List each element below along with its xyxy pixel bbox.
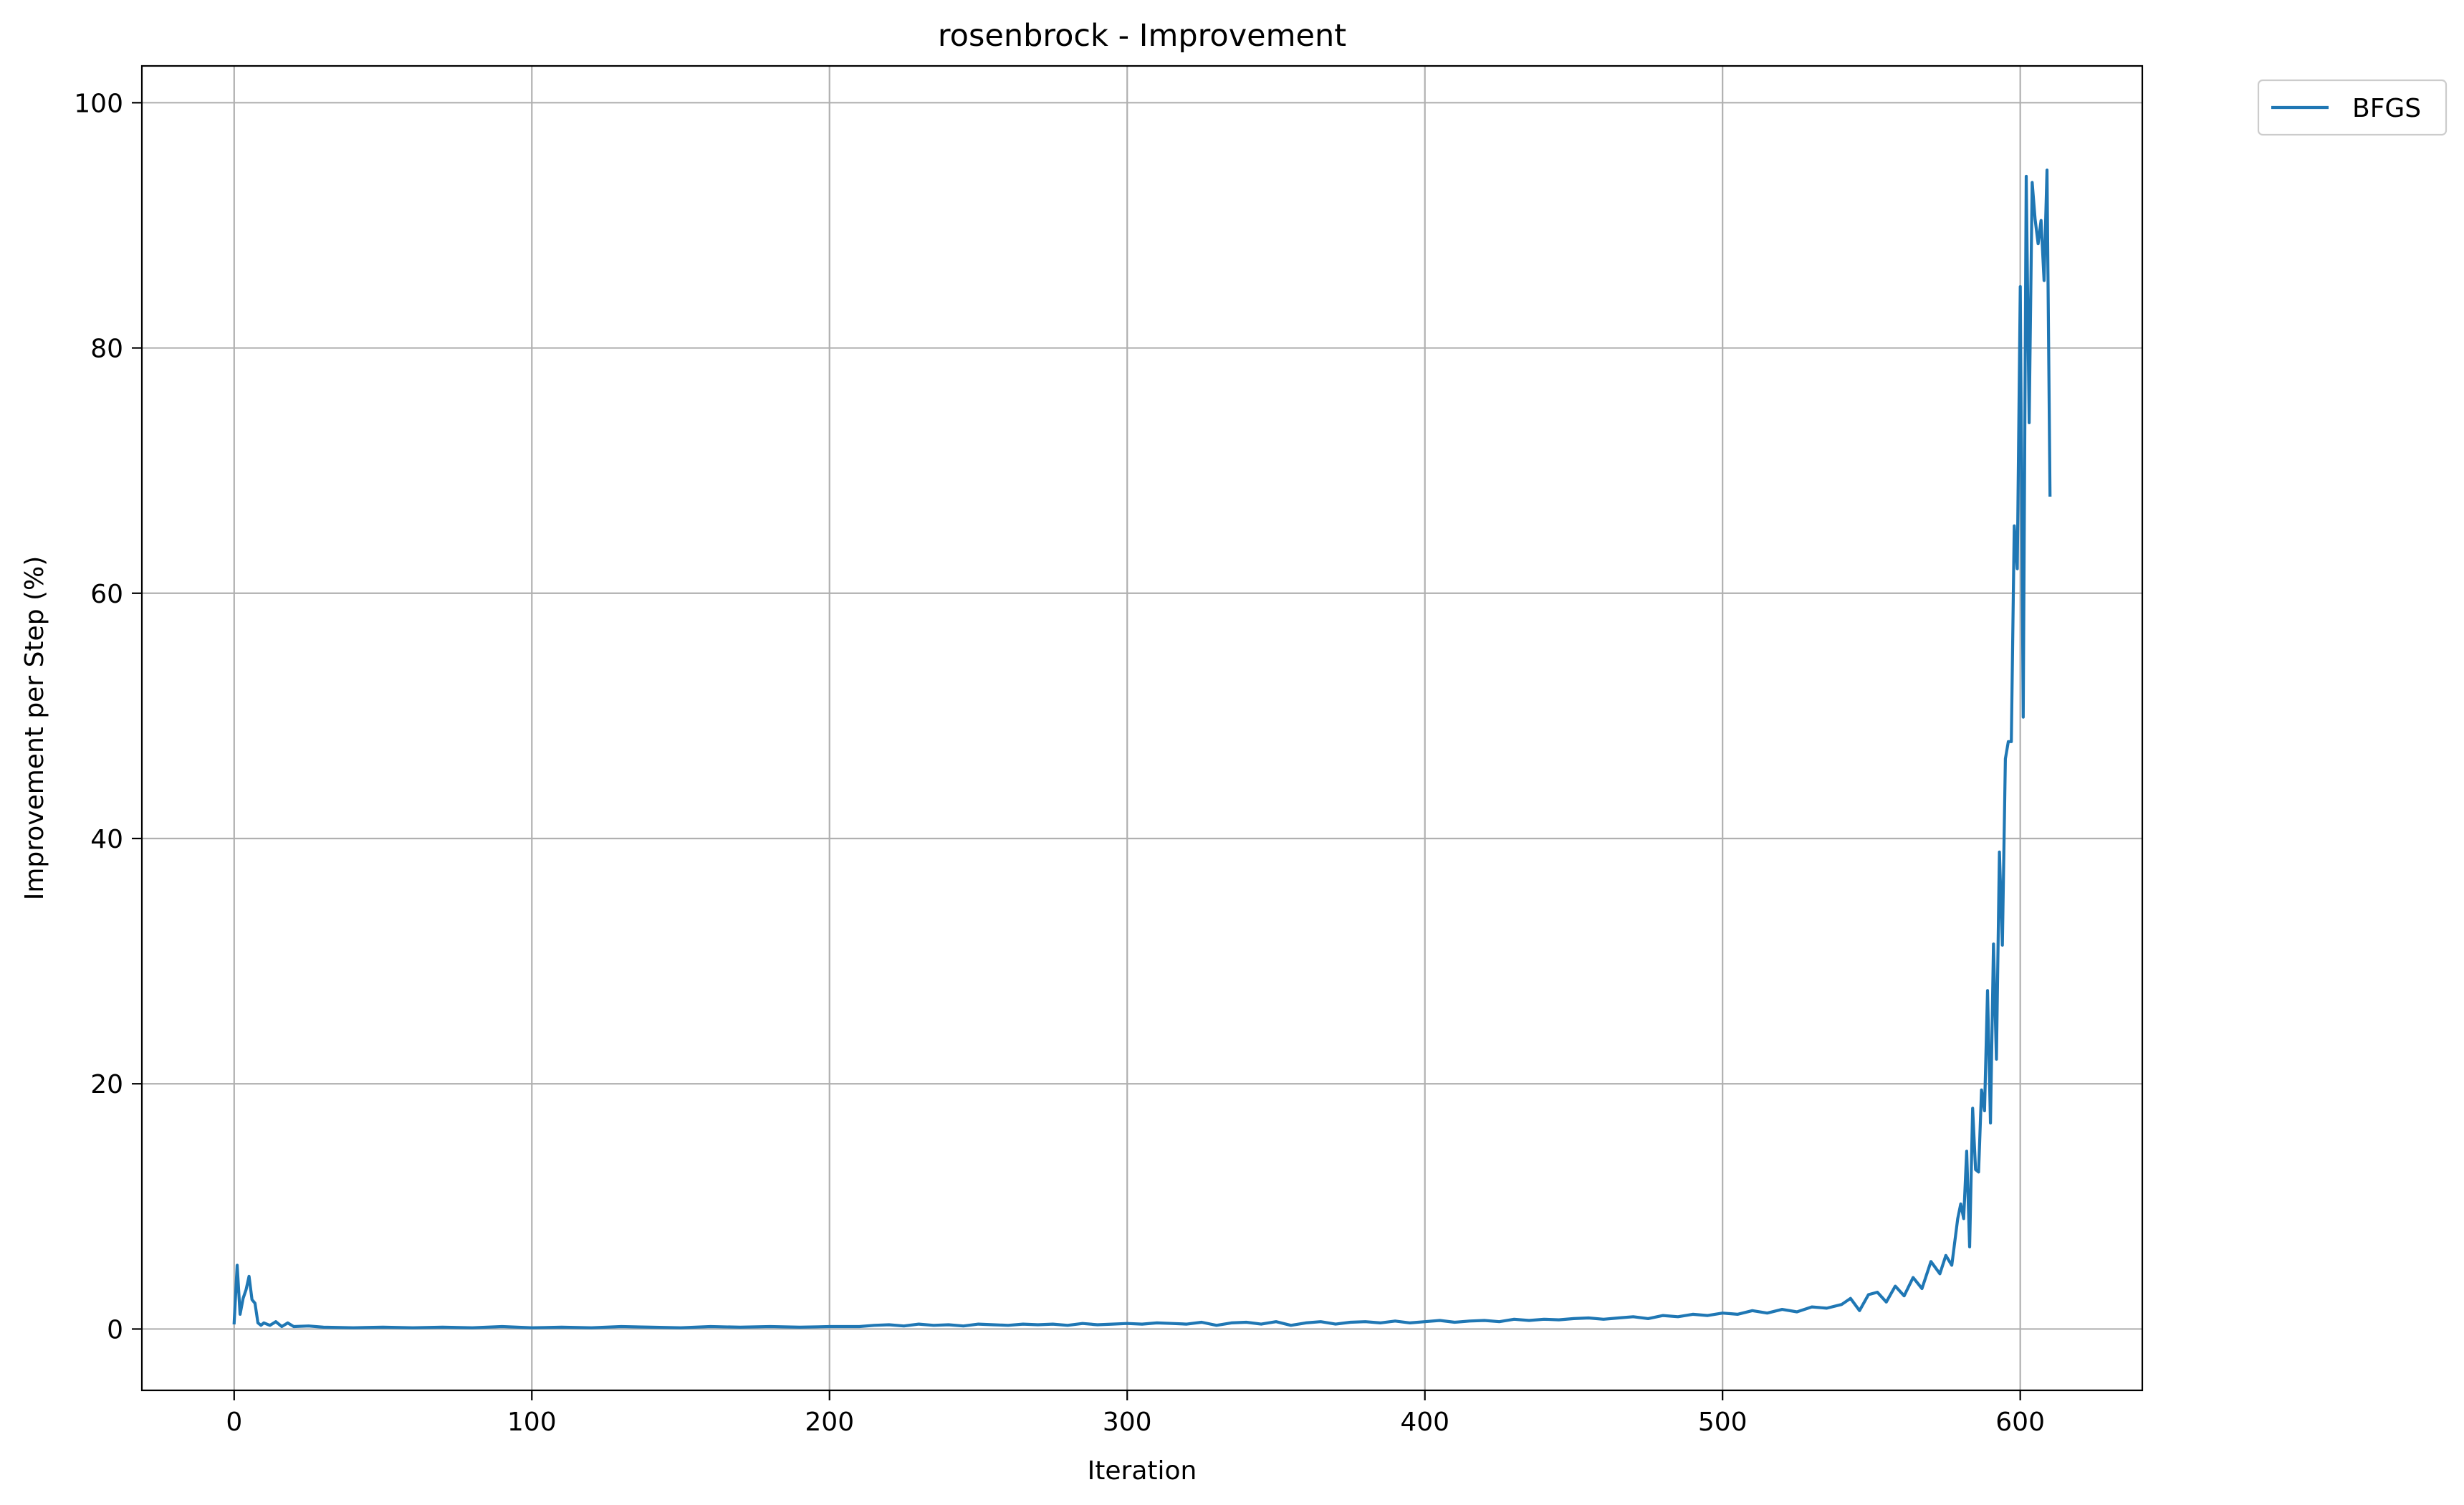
axes-frame (140, 64, 2144, 1392)
y-tick-label: 60 (90, 580, 123, 609)
legend: BFGS (2257, 79, 2448, 136)
chart-title: rosenbrock - Improvement (938, 18, 1346, 54)
axis-ticks: 0 100 200 300 400 500 600 0 20 40 60 80 100 (74, 89, 2045, 1437)
x-tick-label: 200 (805, 1408, 854, 1437)
y-tick-label: 40 (90, 825, 123, 854)
plot-area (232, 168, 2052, 1329)
y-axis-label: Improvement per Step (%) (20, 556, 49, 901)
y-tick-label: 0 (107, 1315, 123, 1344)
y-tick-label: 20 (90, 1070, 123, 1099)
series-line-bfgs (232, 168, 2052, 1329)
x-tick-label: 600 (1995, 1408, 2045, 1437)
x-tick-label: 500 (1698, 1408, 1748, 1437)
legend-label-bfgs: BFGS (2352, 94, 2421, 123)
legend-box (2257, 79, 2448, 136)
x-tick-label: 100 (507, 1408, 557, 1437)
x-tick-label: 300 (1103, 1408, 1152, 1437)
x-axis-label: Iteration (1088, 1456, 1197, 1486)
y-tick-label: 100 (74, 89, 123, 118)
y-tick-label: 80 (90, 335, 123, 364)
x-tick-label: 400 (1400, 1408, 1449, 1437)
grid-lines (142, 66, 2142, 1390)
x-tick-label: 0 (226, 1408, 242, 1437)
